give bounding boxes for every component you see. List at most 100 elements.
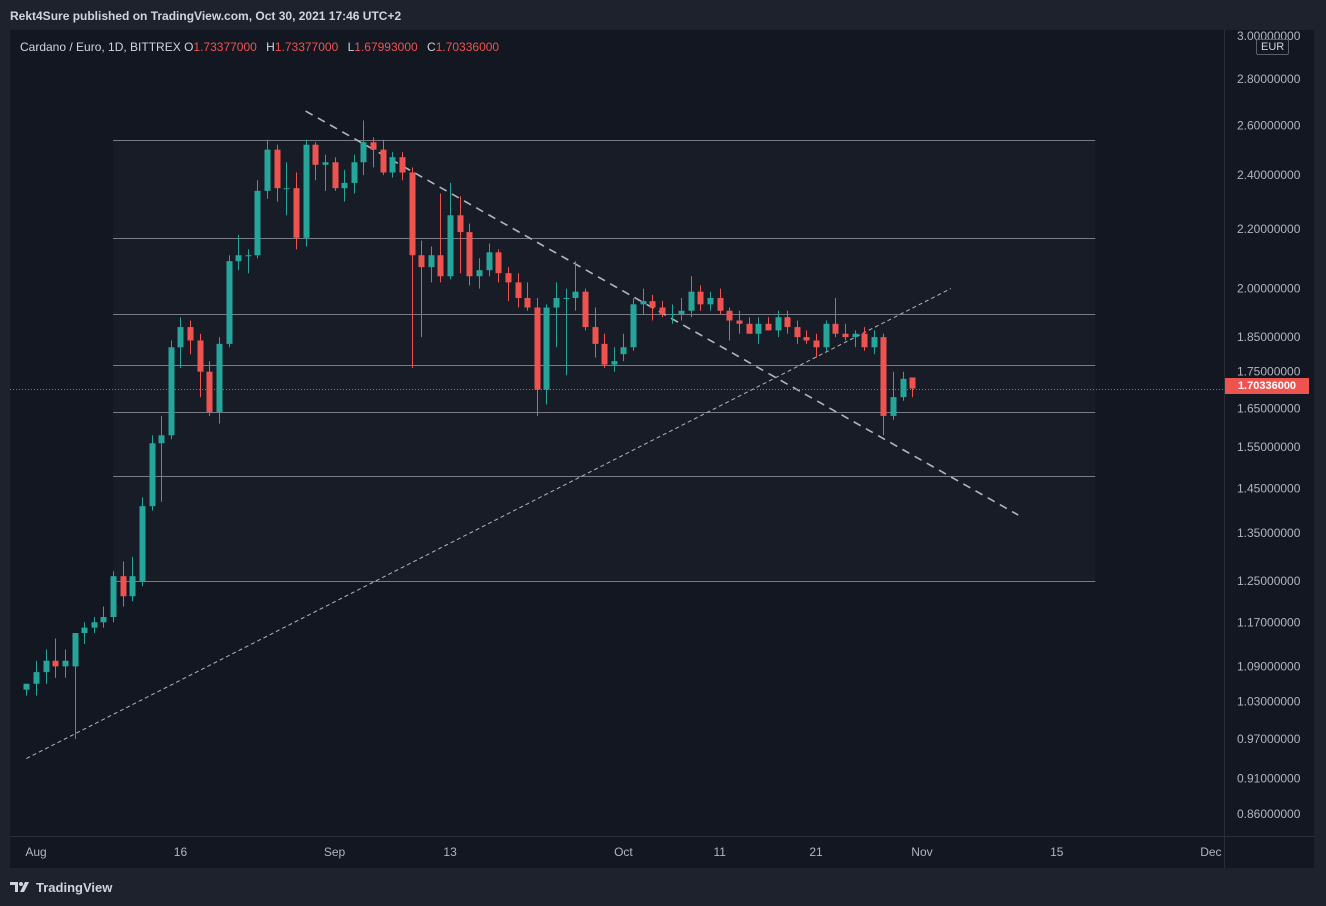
candle-body — [543, 307, 550, 390]
candle-body — [813, 340, 820, 348]
candle-body — [505, 273, 512, 283]
tradingview-logo-icon[interactable] — [10, 879, 32, 895]
candle-body — [149, 443, 156, 507]
candle-body — [370, 142, 377, 150]
candle-body — [187, 327, 194, 341]
top-bar: Rekt4Sure published on TradingView.com, … — [0, 0, 1326, 30]
candle-body — [254, 190, 261, 256]
price-tick-label: 2.20000000 — [1237, 222, 1301, 236]
candle-body — [274, 149, 281, 189]
candle-body — [197, 340, 204, 372]
candle-body — [563, 297, 570, 299]
candle-body — [23, 683, 30, 690]
currency-button[interactable]: EUR — [1256, 39, 1290, 55]
high-label: H — [266, 40, 275, 54]
candle-body — [746, 323, 753, 334]
candle-body — [803, 337, 810, 341]
candle-body — [52, 660, 59, 667]
candle-body — [582, 291, 589, 328]
candle-body — [592, 327, 599, 344]
candle-body — [466, 232, 473, 277]
candle-body — [842, 333, 849, 338]
candle-body — [669, 313, 676, 315]
candle-body — [861, 333, 868, 348]
candle-body — [486, 252, 493, 271]
time-tick-label: 11 — [713, 845, 726, 859]
candle-body — [832, 323, 839, 334]
time-tick-label: 13 — [443, 845, 457, 859]
candle-body — [177, 327, 184, 348]
candle-body — [226, 261, 233, 344]
price-tick-label: 0.97000000 — [1237, 732, 1301, 746]
candle-body — [380, 149, 387, 173]
time-tick-label: Dec — [1200, 845, 1221, 859]
symbol-legend: Cardano / Euro, 1D, BITTREX O1.73377000 … — [20, 40, 505, 54]
footer — [0, 868, 1326, 906]
price-tick-label: 2.00000000 — [1237, 282, 1301, 296]
price-tick-label: 1.25000000 — [1237, 574, 1301, 588]
open-value: 1.73377000 — [193, 40, 257, 54]
candle-body — [332, 162, 339, 189]
candle-body — [216, 343, 223, 413]
candle-body — [688, 291, 695, 311]
candle-body — [697, 291, 704, 305]
low-value: 1.67993000 — [354, 40, 418, 54]
candle-body — [755, 323, 762, 334]
time-tick-label: 21 — [809, 845, 823, 859]
candle-body — [880, 337, 887, 416]
chart-canvas[interactable]: 3.000000002.800000002.600000002.40000000… — [10, 30, 1314, 868]
candle-body — [110, 576, 117, 617]
candle-body — [649, 301, 656, 308]
price-tick-label: 1.03000000 — [1237, 695, 1301, 709]
candle-body — [293, 188, 300, 238]
candle-body — [630, 304, 637, 348]
symbol-name[interactable]: Cardano / Euro, 1D, BITTREX — [20, 40, 181, 54]
candle-body — [168, 347, 175, 436]
price-tick-label: 1.35000000 — [1237, 526, 1301, 540]
candle-body — [765, 323, 772, 331]
candle-body — [775, 317, 782, 331]
candle-body — [341, 182, 348, 189]
candle-body — [437, 255, 444, 277]
time-tick-label: 16 — [174, 845, 188, 859]
tradingview-brand[interactable]: TradingView — [36, 880, 113, 895]
candle-body — [640, 301, 647, 305]
candle-body — [495, 252, 502, 274]
candle-body — [717, 297, 724, 311]
price-tick-label: 2.80000000 — [1237, 72, 1301, 86]
candle-body — [678, 310, 685, 314]
high-value: 1.73377000 — [274, 40, 339, 54]
time-tick-label: Sep — [324, 845, 346, 859]
candle-body — [100, 616, 107, 623]
price-tick-label: 2.60000000 — [1237, 118, 1301, 132]
candle-body — [312, 144, 319, 165]
candle-body — [245, 255, 252, 257]
time-tick-label: Aug — [25, 845, 46, 859]
candle-body — [852, 333, 859, 338]
open-label: O — [184, 40, 194, 54]
price-tick-label: 0.86000000 — [1237, 807, 1301, 821]
candle-body — [235, 255, 242, 262]
candle-body — [409, 172, 416, 256]
candle-body — [447, 215, 454, 277]
price-tick-label: 2.40000000 — [1237, 168, 1301, 182]
candle-body — [794, 327, 801, 338]
price-tick-label: 1.45000000 — [1237, 482, 1301, 496]
price-tick-label: 0.91000000 — [1237, 772, 1301, 786]
candle-body — [900, 378, 907, 398]
candle-body — [601, 343, 608, 365]
candle-body — [43, 660, 50, 673]
candle-body — [389, 157, 396, 173]
last-price-label: 1.70336000 — [1225, 378, 1309, 394]
candle-body — [659, 307, 666, 314]
ascending-trendline — [26, 288, 952, 759]
price-tick-label: 1.85000000 — [1237, 330, 1301, 344]
candle-body — [283, 188, 290, 190]
candle-body — [33, 672, 40, 684]
time-tick-label: 15 — [1050, 845, 1064, 859]
candle-body — [158, 435, 165, 444]
publish-info: Rekt4Sure published on TradingView.com, … — [10, 9, 402, 23]
candle-body — [303, 144, 310, 238]
candle-body — [726, 310, 733, 321]
candle-body — [823, 323, 830, 348]
